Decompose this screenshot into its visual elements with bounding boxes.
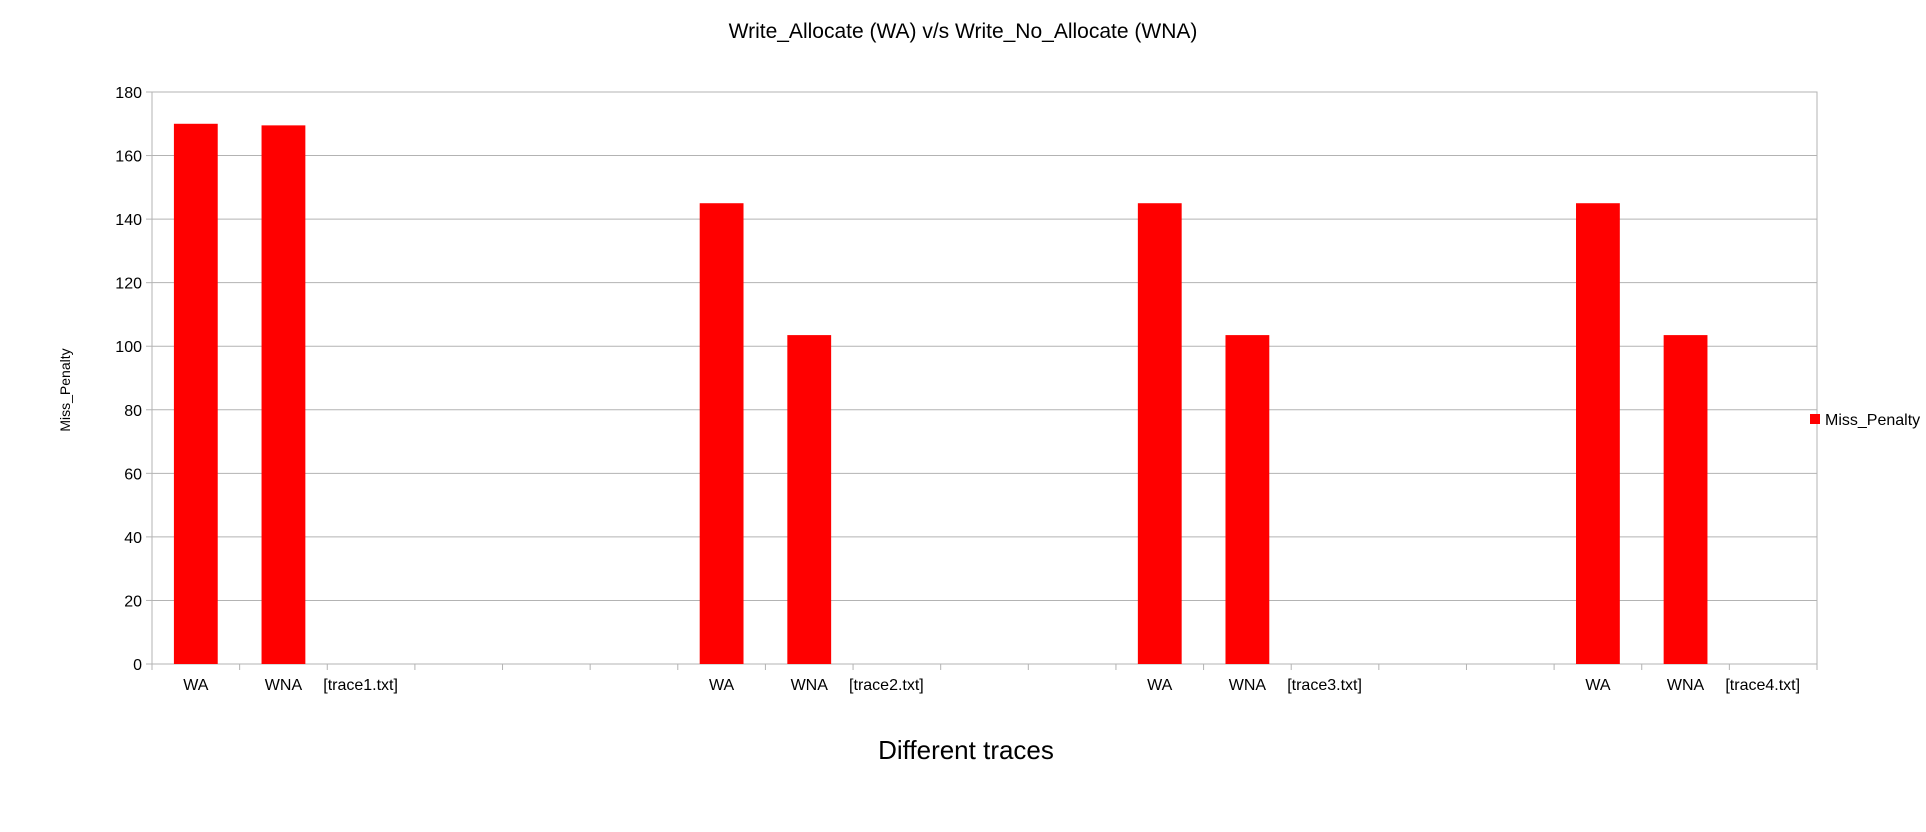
chart-title: Write_Allocate (WA) v/s Write_No_Allocat… [729, 20, 1198, 43]
y-tick-label: 20 [124, 593, 142, 610]
y-tick-label: 80 [124, 403, 142, 420]
bar [1576, 203, 1620, 664]
bar [1137, 203, 1182, 664]
y-tick-label: 60 [124, 466, 142, 483]
y-tick-label: 40 [124, 530, 142, 547]
y-tick-label: 100 [115, 339, 142, 356]
bar [787, 335, 832, 664]
category-label: WNA [1229, 677, 1267, 694]
category-label: WNA [1667, 677, 1705, 694]
y-tick-label: 180 [115, 85, 142, 102]
y-axis-label: Miss_Penalty [57, 348, 73, 431]
gridlines [151, 91, 1818, 665]
category-label: WA [709, 677, 735, 694]
legend-swatch [1810, 414, 1820, 424]
category-label: [trace3.txt] [1287, 677, 1362, 694]
category-label: [trace4.txt] [1725, 677, 1800, 694]
x-axis-ticks [151, 664, 1818, 670]
y-tick-label: 160 [115, 149, 142, 166]
y-tick-label: 140 [115, 212, 142, 229]
category-label: WNA [265, 677, 303, 694]
legend-label: Miss_Penalty [1825, 412, 1920, 429]
bar [173, 123, 218, 665]
bar [1663, 335, 1708, 664]
category-labels: WA WNA [trace1.txt] WA WNA [trace2.txt] WA WNA [… [183, 677, 1800, 694]
category-label: [trace2.txt] [849, 677, 924, 694]
plot-frame [151, 91, 1818, 665]
category-label: WA [183, 677, 209, 694]
y-tick-label: 120 [115, 276, 142, 293]
y-axis-ticks: 0 20 40 60 80 100 120 140 160 180 [115, 85, 152, 674]
category-label: WA [1147, 677, 1173, 694]
category-label: [trace1.txt] [323, 677, 398, 694]
y-tick-label: 0 [133, 657, 142, 674]
bar [1225, 335, 1270, 664]
bar [699, 203, 744, 664]
x-axis-label: Different traces [878, 735, 1054, 765]
category-label: WNA [791, 677, 829, 694]
category-label: WA [1585, 677, 1611, 694]
bar [261, 125, 306, 664]
bars [173, 123, 1708, 665]
